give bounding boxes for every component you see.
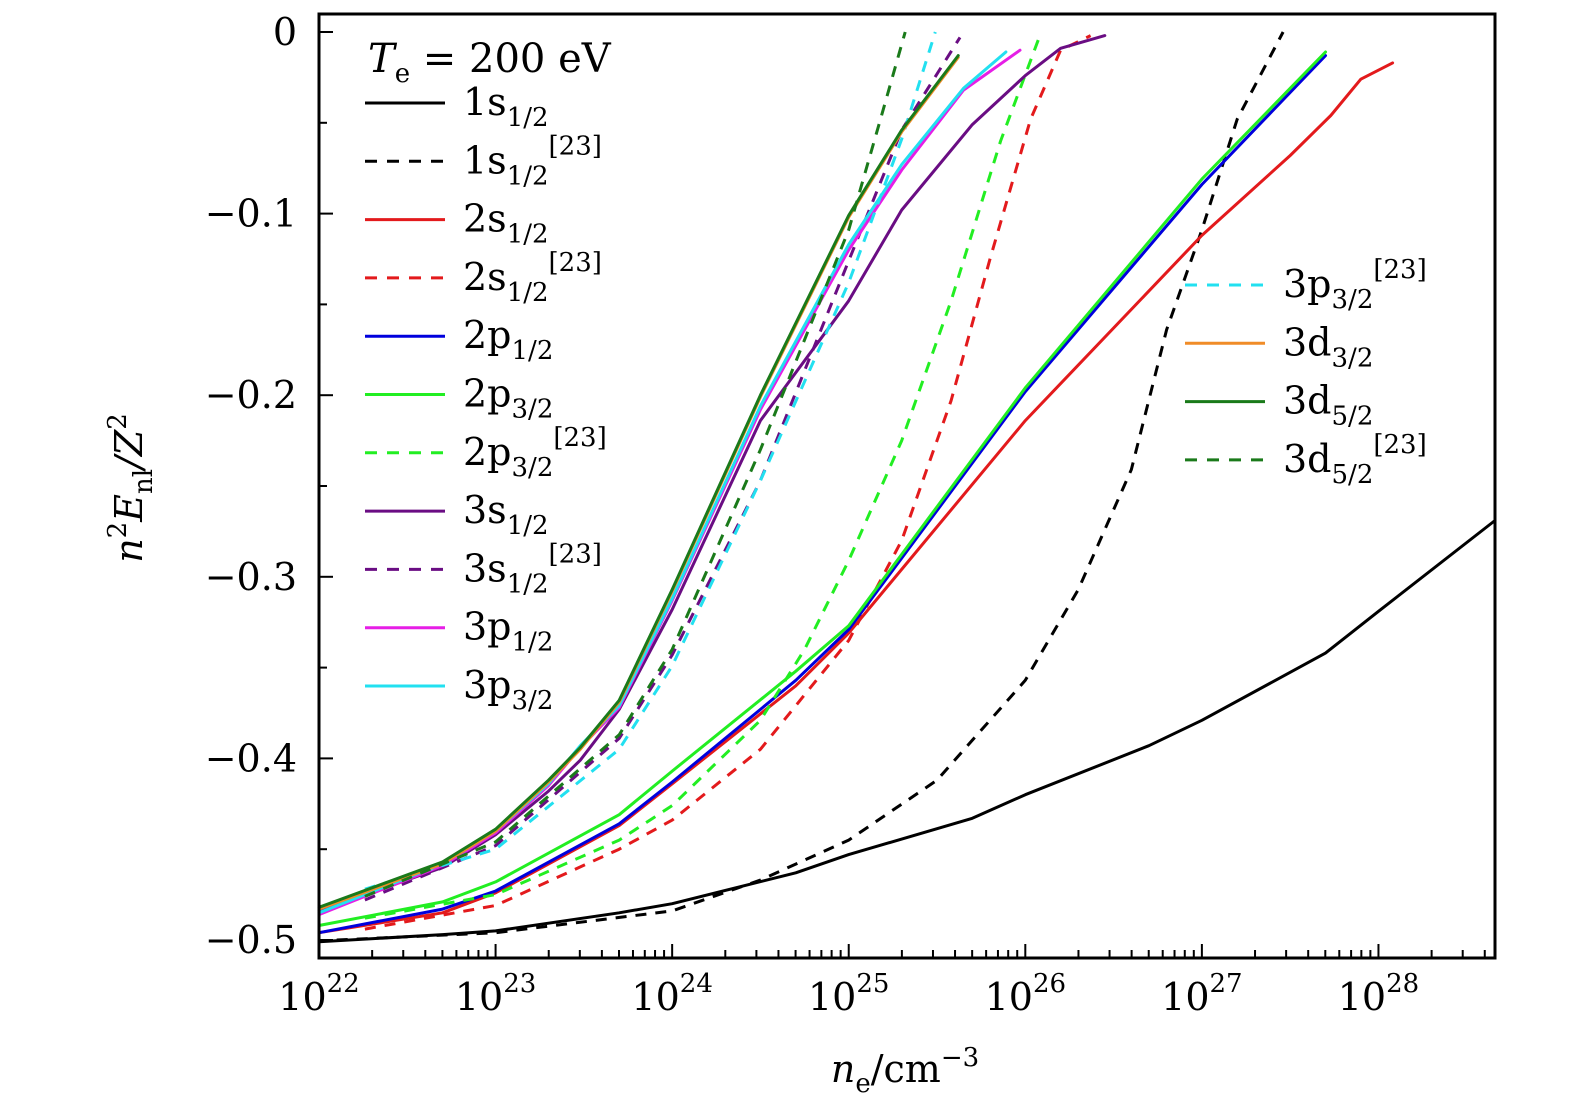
series-1s-1-2 xyxy=(317,519,1497,944)
x-tick-base: 10 xyxy=(808,975,856,1019)
y-tick-label: −0.2 xyxy=(205,373,297,417)
x-tick-base: 10 xyxy=(278,975,326,1019)
y-label-suffix: /Z xyxy=(107,429,151,473)
x-tick-label: 1028 xyxy=(1338,969,1419,1019)
legend-item: 2s1/2[23] xyxy=(365,248,602,308)
annotation-subscript: e xyxy=(395,59,410,89)
series-3s-1-2 xyxy=(317,34,1107,913)
legend-item: 1s1/2 xyxy=(365,80,549,133)
y-label-suffix-sup: 2 xyxy=(103,413,133,430)
x-tick-base: 10 xyxy=(1338,975,1386,1019)
x-tick-exponent: 28 xyxy=(1386,969,1419,999)
x-tick-exponent: 23 xyxy=(503,969,536,999)
series-layer xyxy=(317,31,1497,944)
x-tick-base: 10 xyxy=(455,975,503,1019)
legend-item: 3p3/2 xyxy=(365,663,553,716)
y-axis-label: n2Enl/Z2 xyxy=(103,413,159,563)
y-tick-label: −0.3 xyxy=(205,555,297,599)
series-3d-5-2 xyxy=(317,54,960,909)
x-tick-exponent: 25 xyxy=(856,969,889,999)
legend-item: 3s1/2[23] xyxy=(365,539,602,599)
x-label-unit: /cm xyxy=(871,1047,941,1091)
legend-label: 3s1/2[23] xyxy=(463,539,602,599)
x-label-subscript: e xyxy=(855,1069,870,1099)
legend-item: 3p3/2[23] xyxy=(1185,255,1427,315)
y-tick-label: −0.4 xyxy=(205,736,297,780)
x-tick-label: 1022 xyxy=(278,969,359,1019)
series-3p-3-2 xyxy=(317,50,1008,915)
x-axis-label: ne/cm−3 xyxy=(831,1043,979,1099)
legend-item: 3s1/2 xyxy=(365,488,549,541)
y-tick-label: 0 xyxy=(273,10,297,54)
legend-label: 3p3/2 xyxy=(463,663,553,716)
legend-item: 3d5/2 xyxy=(1185,379,1373,432)
x-tick-base: 10 xyxy=(631,975,679,1019)
legend-item: 3d5/2[23] xyxy=(1185,430,1427,490)
x-tick-label: 1027 xyxy=(1161,969,1242,1019)
legend-item: 2s1/2 xyxy=(365,197,549,250)
legend-item: 3d3/2 xyxy=(1185,320,1373,373)
y-tick-label: −0.5 xyxy=(205,918,297,962)
y-label-prefix-sup: 2 xyxy=(103,522,133,539)
x-tick-exponent: 22 xyxy=(327,969,360,999)
legend-label: 3p1/2 xyxy=(463,605,553,658)
x-axis: 1022 1023 1024 1025 1026 1027 1028 xyxy=(278,944,1486,1019)
y-axis: 0 −0.1 −0.2 −0.3 −0.4 −0.5 xyxy=(205,10,333,962)
annotation-text: = 200 eV xyxy=(410,36,612,82)
series-2p-3-2-ref xyxy=(364,31,1043,920)
annotation-symbol: T xyxy=(368,36,398,82)
series-3s-1-2-ref xyxy=(364,36,962,902)
legend-label: 2s1/2 xyxy=(463,197,549,250)
x-tick-exponent: 26 xyxy=(1033,969,1066,999)
legend-item: 3p1/2 xyxy=(365,605,553,658)
y-label-subscript: nl xyxy=(129,469,159,494)
series-2s-1-2-ref xyxy=(364,34,1092,931)
series-1s-1-2-ref xyxy=(336,31,1285,942)
legend-item: 2p3/2 xyxy=(365,372,553,425)
x-label-symbol: n xyxy=(831,1047,855,1091)
x-tick-exponent: 24 xyxy=(680,969,713,999)
x-tick-base: 10 xyxy=(985,975,1033,1019)
legend-label: 2p3/2[23] xyxy=(463,423,607,483)
x-tick-label: 1026 xyxy=(985,969,1066,1019)
y-label-prefix: n xyxy=(107,538,151,562)
legend-label: 1s1/2[23] xyxy=(463,131,602,191)
legend-label: 2p3/2 xyxy=(463,372,553,425)
x-label-superscript: −3 xyxy=(941,1043,979,1073)
legend-label: 3d5/2 xyxy=(1283,379,1373,432)
legend-label: 3s1/2 xyxy=(463,488,549,541)
series-3p-3-2-ref xyxy=(364,31,937,891)
x-tick-label: 1023 xyxy=(455,969,536,1019)
legend-item: 2p3/2[23] xyxy=(365,423,607,483)
legend-label: 2p1/2 xyxy=(463,313,553,366)
y-label-symbol: E xyxy=(107,494,151,523)
x-tick-label: 1025 xyxy=(808,969,889,1019)
legend-label: 1s1/2 xyxy=(463,80,549,133)
x-tick-label: 1024 xyxy=(631,969,712,1019)
y-tick-label: −0.1 xyxy=(205,192,297,236)
series-3d-5-2-ref xyxy=(364,31,907,898)
legend-label: 3p3/2[23] xyxy=(1283,255,1427,315)
temperature-annotation: Te = 200 eV xyxy=(368,36,612,89)
legend-label: 3d3/2 xyxy=(1283,320,1373,373)
legend-label: 3d5/2[23] xyxy=(1283,430,1427,490)
legend-item: 2p1/2 xyxy=(365,313,553,366)
x-tick-exponent: 27 xyxy=(1210,969,1243,999)
legend-item: 1s1/2[23] xyxy=(365,131,602,191)
x-tick-base: 10 xyxy=(1161,975,1209,1019)
series-2p-3-2 xyxy=(317,50,1327,927)
series-2s-1-2 xyxy=(317,61,1395,935)
legend-label: 2s1/2[23] xyxy=(463,248,602,308)
